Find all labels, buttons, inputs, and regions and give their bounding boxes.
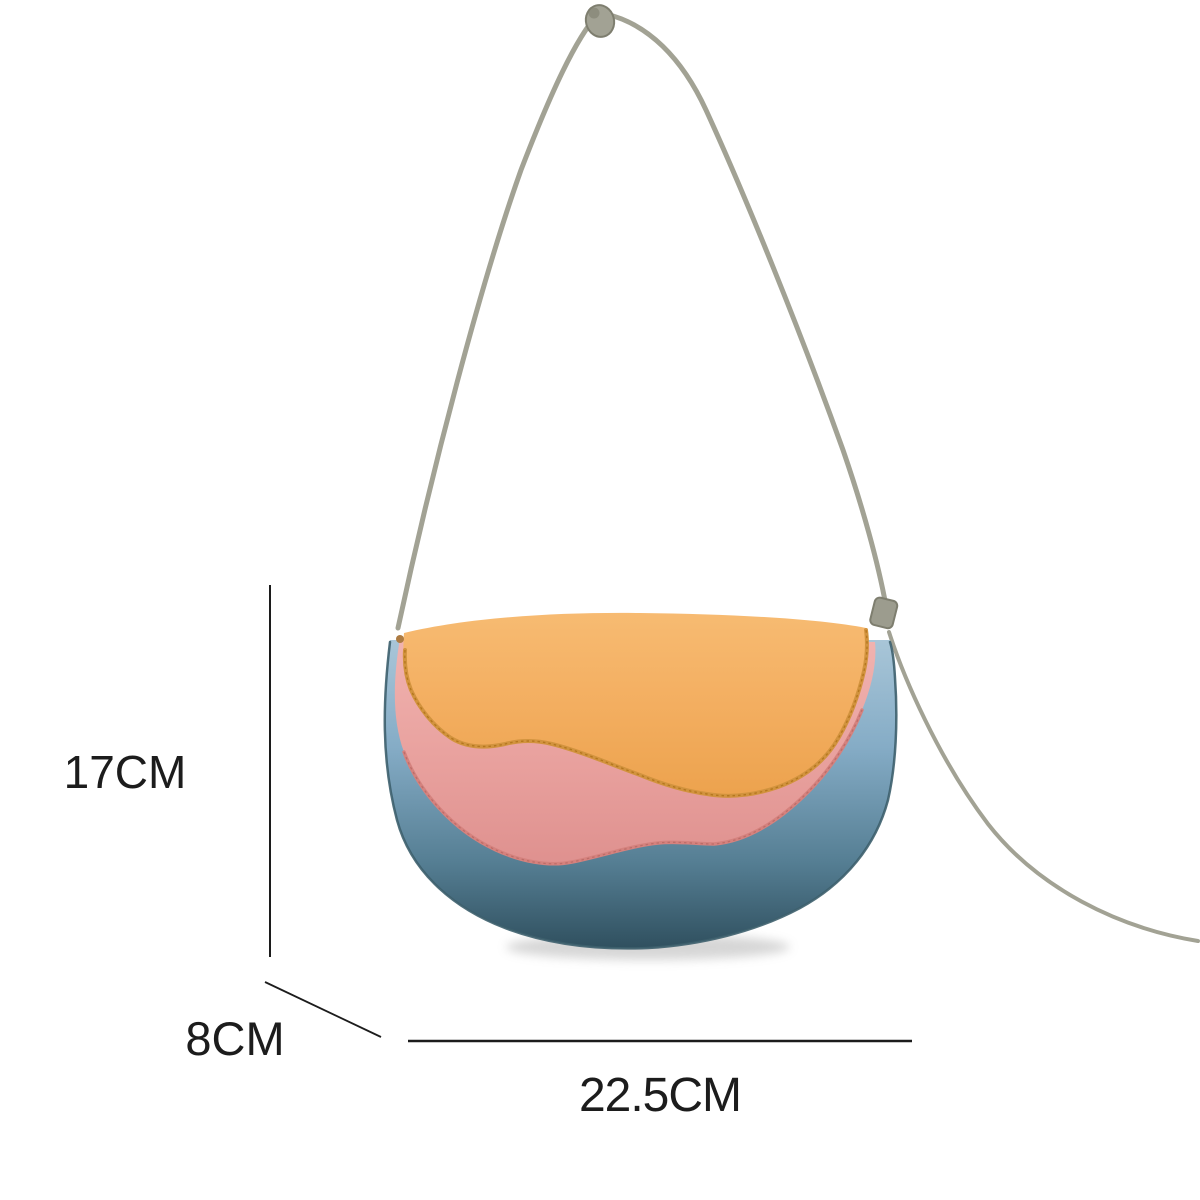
depth-dimension-label: 8CM (185, 1012, 285, 1065)
strap-left-segment (395, 11, 601, 631)
bag (383, 596, 899, 950)
strap-right-upper-segment (603, 11, 889, 609)
flap-stitching (404, 629, 868, 797)
dimension-lines (264, 585, 912, 1043)
strap-buckle (869, 596, 899, 630)
depth-dimension-line (264, 981, 382, 1038)
shoulder-strap (395, 4, 1200, 943)
panel-stitching (403, 709, 863, 865)
flap-grommet (396, 635, 404, 643)
strap-knot (584, 4, 616, 38)
strap-right-lower-segment (887, 630, 1200, 943)
bag-body-edge (383, 640, 898, 950)
bag-flap-orange (403, 612, 868, 796)
width-dimension-label: 22.5CM (578, 1069, 742, 1122)
strap-knot-shade (588, 7, 600, 19)
height-dimension-label: 17CM (63, 746, 187, 798)
